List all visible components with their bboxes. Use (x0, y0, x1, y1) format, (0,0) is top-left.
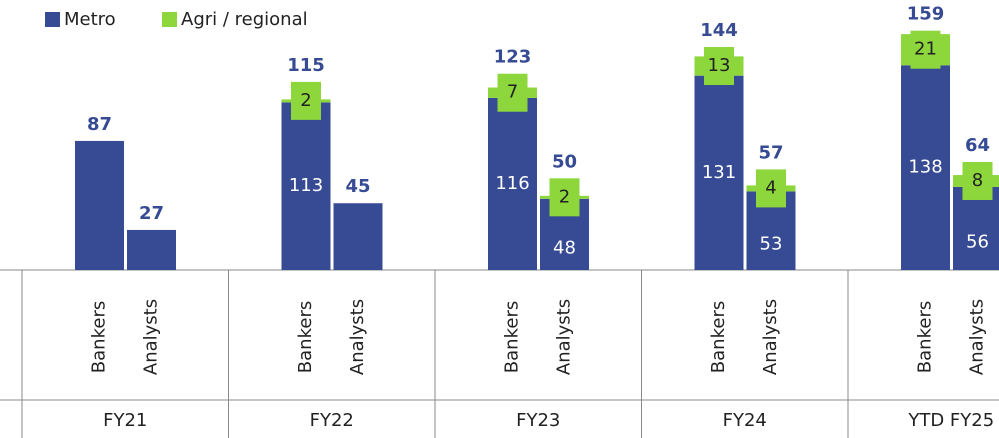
total-label: 87 (87, 114, 112, 135)
total-label: 57 (758, 142, 783, 163)
segment-label: 53 (760, 234, 783, 255)
group-label: YTD FY25 (907, 410, 994, 431)
x-tick-label: Bankers (915, 301, 936, 373)
segment-label: 138 (908, 157, 942, 178)
segment-label-box (756, 169, 786, 208)
total-label: 27 (139, 203, 164, 224)
segment-label-box (704, 47, 734, 86)
group-label: FY24 (723, 410, 767, 431)
legend-label: Agri / regional (181, 9, 308, 30)
x-tick-label: Analysts (554, 299, 575, 375)
bar-segment (953, 186, 999, 270)
segment-label-box (291, 81, 321, 120)
total-label: 64 (965, 135, 990, 156)
legend-swatch (162, 12, 177, 27)
bar-segment (694, 75, 744, 271)
bar-segment (127, 229, 176, 270)
segment-label: 48 (553, 237, 576, 258)
x-tick-label: Bankers (502, 301, 523, 373)
x-tick-label: Bankers (295, 301, 316, 373)
segment-label-box (910, 30, 941, 69)
bar-segment (488, 97, 537, 271)
total-label: 50 (552, 151, 577, 172)
group-label: FY22 (310, 410, 354, 431)
x-tick-label: Analysts (347, 299, 368, 375)
segment-label: 21 (914, 39, 937, 60)
segment-label: 4 (765, 177, 776, 198)
segment-label-box (497, 73, 528, 112)
bar-segment (281, 102, 331, 270)
x-tick-label: Analysts (967, 299, 988, 375)
segment-label: 131 (702, 162, 736, 183)
segment-label: 113 (289, 175, 323, 196)
legend-swatch (45, 12, 60, 27)
segment-label: 13 (708, 55, 731, 76)
bar-segment (333, 203, 383, 270)
x-tick-label: Bankers (89, 301, 110, 373)
segment-label: 7 (507, 82, 518, 103)
segment-label: 8 (972, 170, 983, 191)
x-tick-label: Analysts (141, 299, 162, 375)
group-label: FY21 (103, 410, 147, 431)
x-tick-label: Bankers (708, 301, 729, 373)
total-label: 159 (907, 4, 945, 25)
group-label: FY23 (516, 410, 560, 431)
x-tick-label: Analysts (760, 299, 781, 375)
total-label: 144 (700, 20, 738, 41)
total-label: 123 (494, 47, 532, 68)
bar-segment (75, 140, 124, 270)
bar-segment (901, 65, 950, 271)
segment-label-box (962, 161, 993, 200)
segment-label: 116 (495, 173, 529, 194)
segment-label: 56 (966, 231, 989, 252)
total-label: 45 (345, 176, 370, 197)
segment-label-box (549, 178, 580, 217)
legend-label: Metro (64, 9, 116, 30)
segment-label: 2 (300, 90, 311, 111)
total-label: 115 (287, 55, 325, 76)
segment-label: 2 (559, 186, 570, 207)
